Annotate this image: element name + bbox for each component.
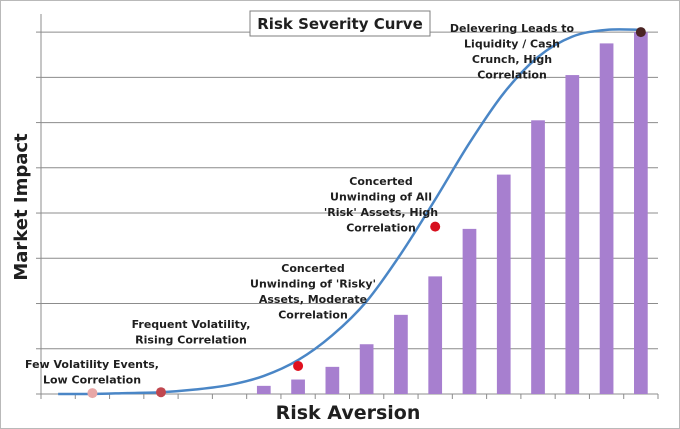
annotation-line: Frequent Volatility, [132, 318, 251, 331]
bar-series [256, 32, 648, 395]
annotation-line: Unwinding of All [330, 191, 432, 204]
annotation-line: Crunch, High [472, 53, 552, 66]
curve-marker [635, 27, 646, 38]
x-axis-label: Risk Aversion [276, 402, 421, 424]
bar [394, 314, 408, 394]
annotation-line: Concerted [281, 262, 344, 275]
annotation-line: Liquidity / Cash [464, 38, 560, 51]
bar [325, 366, 340, 394]
annotation-text: Delevering Leads to Liquidity / Cash Crunc… [450, 22, 575, 82]
annotation-line: Few Volatility Events, [25, 358, 159, 371]
annotation-line: Rising Correlation [135, 334, 247, 347]
annotation-line: 'Risk' Assets, High [324, 206, 438, 219]
bar [256, 385, 271, 394]
title-box-border [249, 10, 431, 37]
curve-marker [87, 388, 98, 399]
annotation-text: Concerted Unwinding of All 'Risk' Assets, … [324, 175, 438, 235]
annotation-text: Concerted Unwinding of 'Risky' Assets, Mod… [250, 262, 376, 322]
bar [291, 379, 305, 394]
curve-marker [155, 387, 166, 398]
gridlines [41, 31, 658, 350]
bar [496, 174, 511, 394]
annotations: Few Volatility Events, Low Correlation Fre… [25, 22, 574, 387]
annotation-line: Delevering Leads to [450, 22, 575, 35]
bar [428, 276, 443, 394]
annotation-line: Correlation [477, 69, 547, 82]
chart-title: Risk Severity Curve [257, 15, 423, 33]
annotation-line: Correlation [346, 222, 416, 235]
y-axis-label: Market Impact [11, 133, 32, 281]
bar [462, 228, 477, 394]
annotation-line: Low Correlation [43, 374, 141, 387]
annotation-text: Frequent Volatility, Rising Correlation [132, 318, 251, 347]
curve-markers [87, 27, 646, 399]
bar [565, 75, 580, 395]
annotation-line: Concerted [349, 175, 412, 188]
bar [531, 120, 545, 395]
bar [599, 43, 614, 395]
annotation-text: Few Volatility Events, Low Correlation [25, 358, 159, 387]
curve-marker [293, 360, 304, 371]
annotation-line: Assets, Moderate [259, 293, 367, 306]
bar [359, 344, 374, 394]
curve-marker [430, 221, 441, 232]
bar [634, 32, 648, 394]
chart-title-box: Risk Severity Curve [249, 10, 431, 37]
annotation-line: Unwinding of 'Risky' [250, 278, 376, 291]
annotation-line: Correlation [278, 309, 348, 322]
